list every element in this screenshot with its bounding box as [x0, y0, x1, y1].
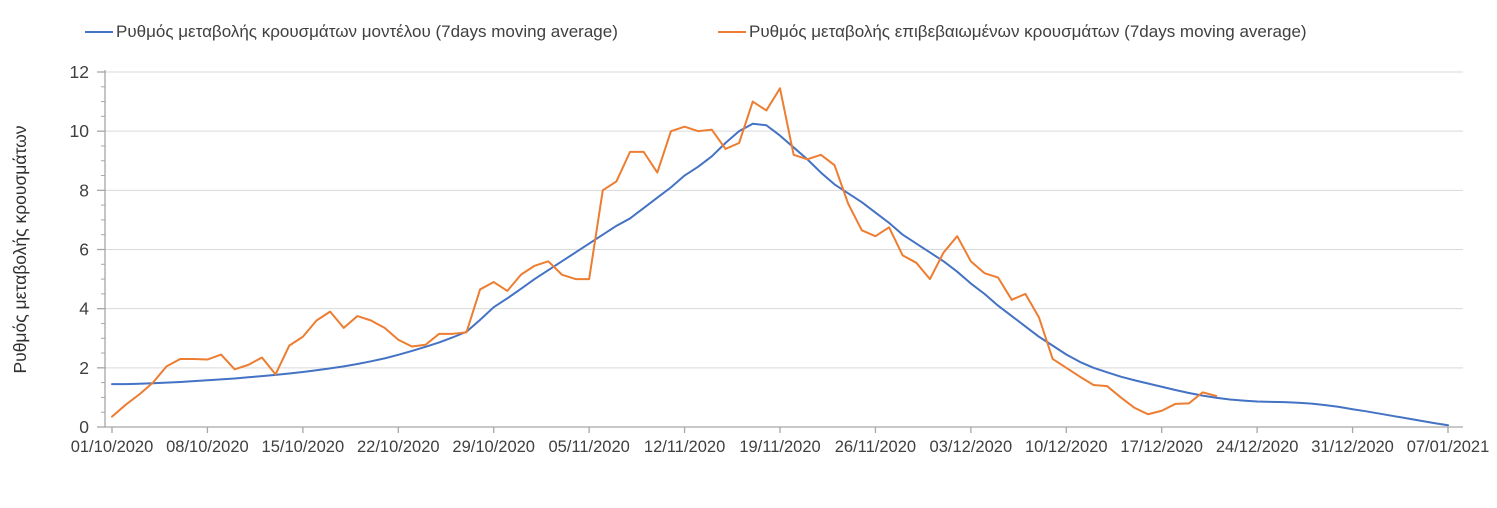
x-tick-label: 12/11/2020 — [644, 438, 725, 456]
x-tick-label: 26/11/2020 — [835, 438, 916, 456]
legend-item-model: Ρυθμός μεταβολής κρουσμάτων μοντέλου (7d… — [85, 22, 618, 42]
series-line-confirmed — [111, 87, 1218, 418]
legend-line-swatch-model-icon — [85, 31, 113, 33]
series-line-model — [111, 122, 1449, 427]
y-tick-label: 10 — [70, 121, 90, 141]
legend-line-swatch-confirmed-icon — [718, 31, 746, 33]
y-tick-label: 6 — [79, 240, 89, 260]
x-tick-label: 10/12/2020 — [1025, 438, 1108, 456]
x-tick-label: 22/10/2020 — [357, 438, 440, 456]
x-tick-label: 24/12/2020 — [1216, 438, 1299, 456]
x-tick-label: 07/01/2021 — [1407, 438, 1490, 456]
x-tick-label: 19/11/2020 — [739, 438, 820, 456]
x-tick-label: 31/12/2020 — [1311, 438, 1394, 456]
x-tick-label: 08/10/2020 — [166, 438, 249, 456]
x-tick-label: 17/12/2020 — [1120, 438, 1203, 456]
legend-item-confirmed: Ρυθμός μεταβολής επιβεβαιωμένων κρουσμάτ… — [718, 22, 1307, 42]
x-tick-label: 01/10/2020 — [71, 438, 154, 456]
y-tick-label: 2 — [79, 358, 89, 378]
x-tick-label: 29/10/2020 — [452, 438, 535, 456]
y-tick-label: 12 — [70, 62, 89, 82]
x-tick-label: 15/10/2020 — [262, 438, 345, 456]
y-tick-label: 8 — [79, 180, 89, 200]
x-tick-label: 03/12/2020 — [930, 438, 1013, 456]
legend-label-confirmed: Ρυθμός μεταβολής επιβεβαιωμένων κρουσμάτ… — [749, 22, 1307, 41]
y-tick-label: 4 — [79, 299, 89, 319]
y-axis-title: Ρυθμός μεταβολής κρουσμάτων — [10, 125, 30, 373]
x-tick-label: 05/11/2020 — [548, 438, 629, 456]
y-tick-label: 0 — [79, 417, 89, 437]
legend-label-model: Ρυθμός μεταβολής κρουσμάτων μοντέλου (7d… — [116, 22, 618, 41]
